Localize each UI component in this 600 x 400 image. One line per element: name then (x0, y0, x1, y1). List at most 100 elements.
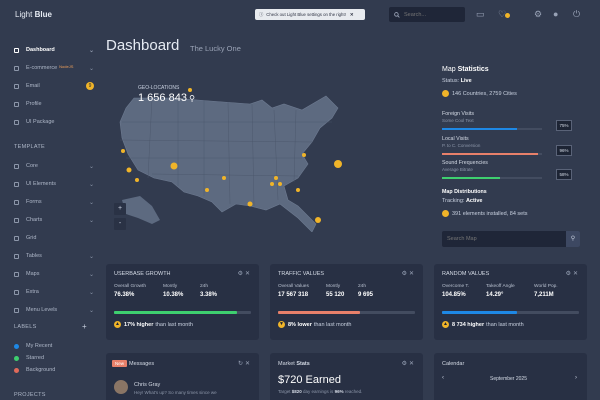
power-icon[interactable]: ⏻ (573, 9, 581, 19)
sidebar-item-profile[interactable]: Profile (14, 101, 94, 107)
label-my-recent[interactable]: My Recent (14, 343, 94, 349)
next-month-icon[interactable]: › (575, 375, 577, 381)
sidebar-item-core[interactable]: Core ⌄ (14, 163, 94, 170)
label-background[interactable]: Background (14, 367, 94, 373)
new-tag: New (112, 360, 128, 367)
add-label-icon[interactable]: + (82, 322, 87, 331)
close-icon[interactable]: ✕ (408, 361, 416, 367)
sidebar-item-ui-elements[interactable]: UI Elements ⌄ (14, 181, 94, 188)
zoom-in-button[interactable]: + (114, 203, 126, 215)
countries-line: 146 Countries, 2759 Cities (442, 90, 582, 97)
metric-value: 3.38% (200, 292, 218, 298)
random-values-card: RANDOM VALUES ⚙✕ Overcome T. Takeoff Ang… (434, 264, 587, 340)
settings-notice[interactable]: ⓘ Check out Light Blue settings on the r… (255, 9, 365, 20)
package-icon (14, 119, 19, 125)
sidebar-item-label: Forms (26, 199, 42, 205)
metric-label: Overcome T. (442, 284, 470, 289)
usa-mainland-shape (119, 95, 339, 232)
metric-label: World Pop. (534, 284, 558, 289)
map-search[interactable]: ⚲ (442, 231, 580, 247)
brand-logo[interactable]: Light Blue (15, 10, 52, 19)
market-title-light: Market (278, 361, 295, 367)
close-icon[interactable]: ✕ (244, 361, 252, 367)
sidebar-item-label: Email (26, 83, 40, 89)
sidebar-item-menu-levels[interactable]: Menu Levels ⌄ (14, 307, 94, 314)
brand-light: Light (15, 10, 33, 19)
note-percent: 96% (334, 389, 344, 394)
earned-value: $720 Earned (278, 374, 341, 386)
map-icon (14, 271, 19, 277)
stat-bar (442, 153, 542, 155)
zoom-out-button[interactable]: - (114, 218, 126, 230)
chat-icon[interactable]: ▭ (476, 9, 485, 19)
calendar-card: Calendar ‹ September 2025 › (434, 353, 587, 400)
map-search-button[interactable]: ⚲ (566, 231, 580, 247)
stat-subtitle: Some Cool Text (442, 118, 474, 123)
sidebar-item-ecommerce[interactable]: E-commerce NodeJS ⌄ (14, 64, 94, 72)
sidebar-item-charts[interactable]: Charts ⌄ (14, 217, 94, 224)
global-search[interactable] (389, 7, 465, 22)
sidebar-item-grid[interactable]: Grid (14, 235, 94, 241)
sidebar-item-label: Grid (26, 235, 37, 241)
bell-icon[interactable]: ♡ (498, 9, 507, 19)
metric-value: 104.85% (442, 292, 466, 298)
geo-locations: GEO-LOCATIONS 1 656 843 ⚲ (138, 85, 195, 104)
sidebar-item-extra[interactable]: Extra ⌄ (14, 289, 94, 296)
gear-icon[interactable]: ⚙ (401, 361, 409, 367)
sidebar-item-ui-package[interactable]: UI Package (14, 119, 94, 125)
close-icon[interactable]: ✕ (244, 271, 252, 277)
sidebar-item-maps[interactable]: Maps ⌄ (14, 271, 94, 278)
forms-icon (14, 199, 19, 205)
sidebar-item-dashboard[interactable]: Dashboard ⌄ (14, 47, 94, 54)
status-label: Status: (442, 78, 460, 84)
sidebar-item-tables[interactable]: Tables ⌄ (14, 253, 94, 260)
page-subtitle: The Lucky One (190, 44, 241, 53)
alaska-shape (122, 196, 160, 224)
close-icon[interactable]: ✕ (349, 11, 354, 17)
metric-value: 76.38% (114, 292, 135, 298)
label-starred[interactable]: Starred (14, 355, 94, 361)
grid-icon (14, 235, 19, 241)
footer-highlight: 8% lower (288, 321, 312, 328)
charts-icon (14, 217, 19, 223)
metric-value: 55 120 (326, 292, 345, 298)
card-controls: ↻✕ (238, 360, 252, 367)
user-icon[interactable]: ● (553, 9, 559, 19)
chevron-down-icon: ⌄ (88, 217, 94, 224)
map-search-input[interactable] (442, 236, 566, 242)
close-icon[interactable]: ✕ (408, 271, 416, 277)
sidebar-item-label: Dashboard (26, 47, 55, 53)
message-sender: Chris Gray (134, 382, 161, 388)
label-text: Starred (26, 355, 45, 361)
sidebar-item-label: UI Package (26, 119, 55, 125)
sidebar-item-label: Charts (26, 217, 43, 223)
progress-bar-fill (114, 311, 238, 314)
refresh-icon[interactable]: ↻ (237, 361, 245, 367)
global-search-input[interactable] (404, 11, 459, 18)
card-footer: ▲ 8 734 higher than last month (442, 321, 524, 328)
installed-line: 391 elements installed, 84 sets (442, 210, 572, 217)
stat-bar-fill (442, 153, 538, 155)
status-value: Live (460, 78, 472, 84)
gear-icon[interactable]: ⚙ (237, 271, 245, 277)
sidebar-item-label: Maps (26, 271, 40, 277)
gear-icon[interactable]: ⚙ (534, 9, 543, 19)
sidebar-item-email[interactable]: Email 9 (14, 82, 94, 90)
sidebar-item-forms[interactable]: Forms ⌄ (14, 199, 94, 206)
chevron-down-icon: ⌄ (88, 307, 94, 314)
usa-map[interactable] (112, 82, 348, 232)
gear-icon[interactable]: ⚙ (401, 271, 409, 277)
prev-month-icon[interactable]: ‹ (442, 375, 444, 381)
levels-icon (14, 307, 19, 313)
chevron-down-icon: ⌄ (88, 289, 94, 296)
close-icon[interactable]: ✕ (572, 271, 580, 277)
gear-icon[interactable]: ⚙ (565, 271, 573, 277)
arrow-up-icon: ▲ (442, 321, 449, 328)
gear-icon (442, 210, 449, 217)
map-pin-icon (442, 90, 449, 97)
email-count-badge: 9 (86, 82, 94, 90)
map-distributions: Map Distributions Tracking: Active 391 e… (442, 189, 572, 217)
brand-bold: Blue (34, 10, 52, 19)
label-dot (14, 343, 19, 349)
progress-bar (278, 311, 415, 314)
